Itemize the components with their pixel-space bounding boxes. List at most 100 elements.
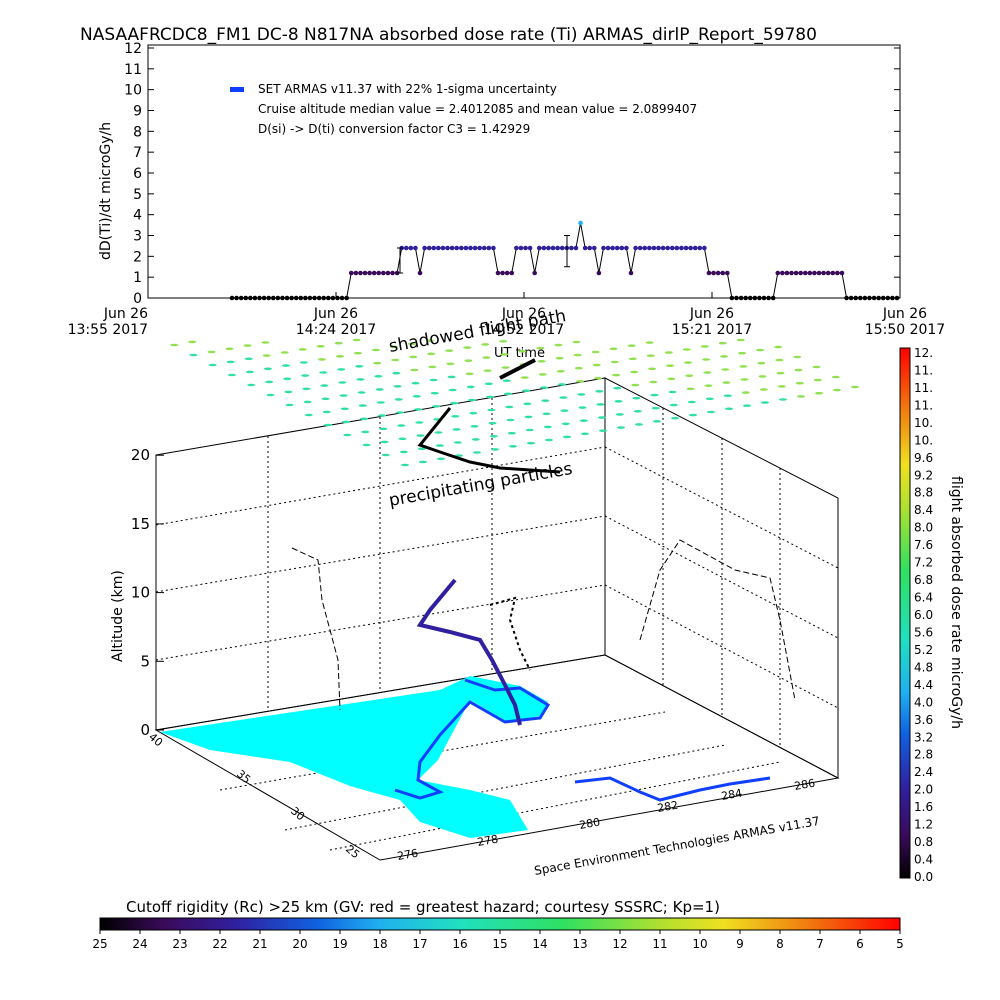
flight-profile (416, 578, 522, 726)
particle-dot (614, 400, 623, 403)
data-point (362, 270, 368, 276)
particle-dot (488, 421, 497, 425)
particle-dot (453, 441, 462, 444)
dose-rate-series (229, 220, 900, 301)
particle-dot (775, 358, 784, 362)
data-point (321, 295, 327, 301)
particle-dot (321, 397, 330, 401)
altitude-ticks: 0 5 10 15 20 (131, 446, 164, 739)
data-point (871, 295, 877, 301)
data-point (734, 295, 739, 301)
particle-dot (720, 355, 729, 358)
flight-ground-track (489, 596, 531, 671)
data-point (413, 245, 418, 251)
rigidity-colorbar (99, 917, 901, 931)
particle-dot (592, 363, 601, 367)
stat-note: Cruise altitude median value = 2.4012085… (258, 102, 697, 116)
data-point (550, 245, 556, 251)
data-point (702, 245, 707, 251)
rigidity-colorbar-tick-label: 24 (132, 937, 147, 951)
data-point (848, 295, 854, 301)
particle-dot (409, 355, 418, 359)
particle-dot (581, 432, 589, 436)
particle-dot (664, 351, 673, 354)
data-point (472, 245, 478, 251)
dose-colorbar-tick-label: 8.0 (914, 521, 933, 535)
data-point (371, 270, 377, 276)
particle-dot (685, 374, 694, 378)
particle-dot (411, 381, 420, 385)
rigidity-colorbar-tick-label: 9 (736, 937, 744, 951)
particle-dot (396, 411, 405, 414)
particle-dot (430, 391, 439, 395)
data-point (555, 245, 560, 251)
particle-dot (738, 351, 747, 355)
x-tick-label-time: 14:24 2017 (296, 322, 376, 338)
particle-dot (381, 453, 390, 457)
particle-dot (718, 341, 727, 345)
data-point (257, 295, 262, 301)
data-point (592, 245, 597, 251)
data-point (729, 295, 735, 301)
particle-dot (563, 435, 571, 439)
data-point (504, 270, 510, 276)
particle-dot (391, 358, 400, 362)
data-point (440, 245, 446, 251)
data-point (651, 245, 657, 251)
data-point (261, 295, 267, 301)
particle-dot (353, 351, 362, 355)
data-point (486, 245, 492, 251)
data-point (747, 295, 753, 301)
x-tick-label-date: Jun 26 (103, 306, 148, 322)
dose-colorbar-tick-label: 3.2 (914, 730, 933, 744)
data-point (408, 245, 414, 251)
particle-dot (465, 372, 474, 376)
y-tick-label: 3 (133, 229, 142, 245)
x-axis-label: UT time (494, 346, 545, 361)
data-point (330, 295, 336, 301)
particle-dot (522, 389, 531, 393)
data-point (885, 295, 891, 301)
data-point (569, 245, 574, 251)
data-point (422, 245, 427, 251)
particle-dot (407, 342, 416, 346)
particle-dot (489, 435, 498, 438)
particle-dot (648, 367, 657, 371)
x-tick-label-date: Jun 26 (689, 306, 734, 322)
data-point (344, 295, 349, 301)
particle-dot (335, 355, 344, 358)
particle-dot (334, 341, 343, 345)
data-point (605, 245, 611, 251)
data-point (390, 270, 395, 276)
particle-dot (417, 447, 426, 451)
y-tick-label: 10 (124, 83, 142, 99)
particle-dot (687, 400, 696, 404)
particle-dot (630, 370, 639, 374)
particle-dot (756, 348, 765, 352)
particle-dot (189, 353, 198, 357)
particle-dot (509, 445, 517, 448)
dose-colorbar-tick-label: 1.2 (914, 818, 933, 832)
data-point (500, 270, 505, 276)
particle-dot (505, 405, 514, 409)
particle-dot (473, 451, 481, 454)
data-point (381, 270, 386, 276)
series-line (232, 222, 897, 299)
altitude-tick-label: 0 (140, 721, 150, 739)
particle-dot (795, 381, 804, 385)
data-point (509, 270, 515, 276)
data-point (656, 245, 661, 251)
particle-dot (609, 347, 618, 351)
dose-colorbar-tick-label: 4.8 (914, 660, 933, 674)
particle-dot (340, 407, 349, 411)
particle-dot (320, 384, 329, 387)
data-point (633, 245, 638, 251)
particle-dot (451, 415, 460, 418)
latitude-tick-label: 30 (288, 804, 307, 823)
particle-dot (316, 345, 325, 348)
particle-dot (319, 371, 328, 374)
data-point (559, 245, 565, 251)
particle-dot (448, 388, 457, 392)
y-tick-label: 6 (133, 166, 142, 182)
data-point (367, 270, 372, 276)
